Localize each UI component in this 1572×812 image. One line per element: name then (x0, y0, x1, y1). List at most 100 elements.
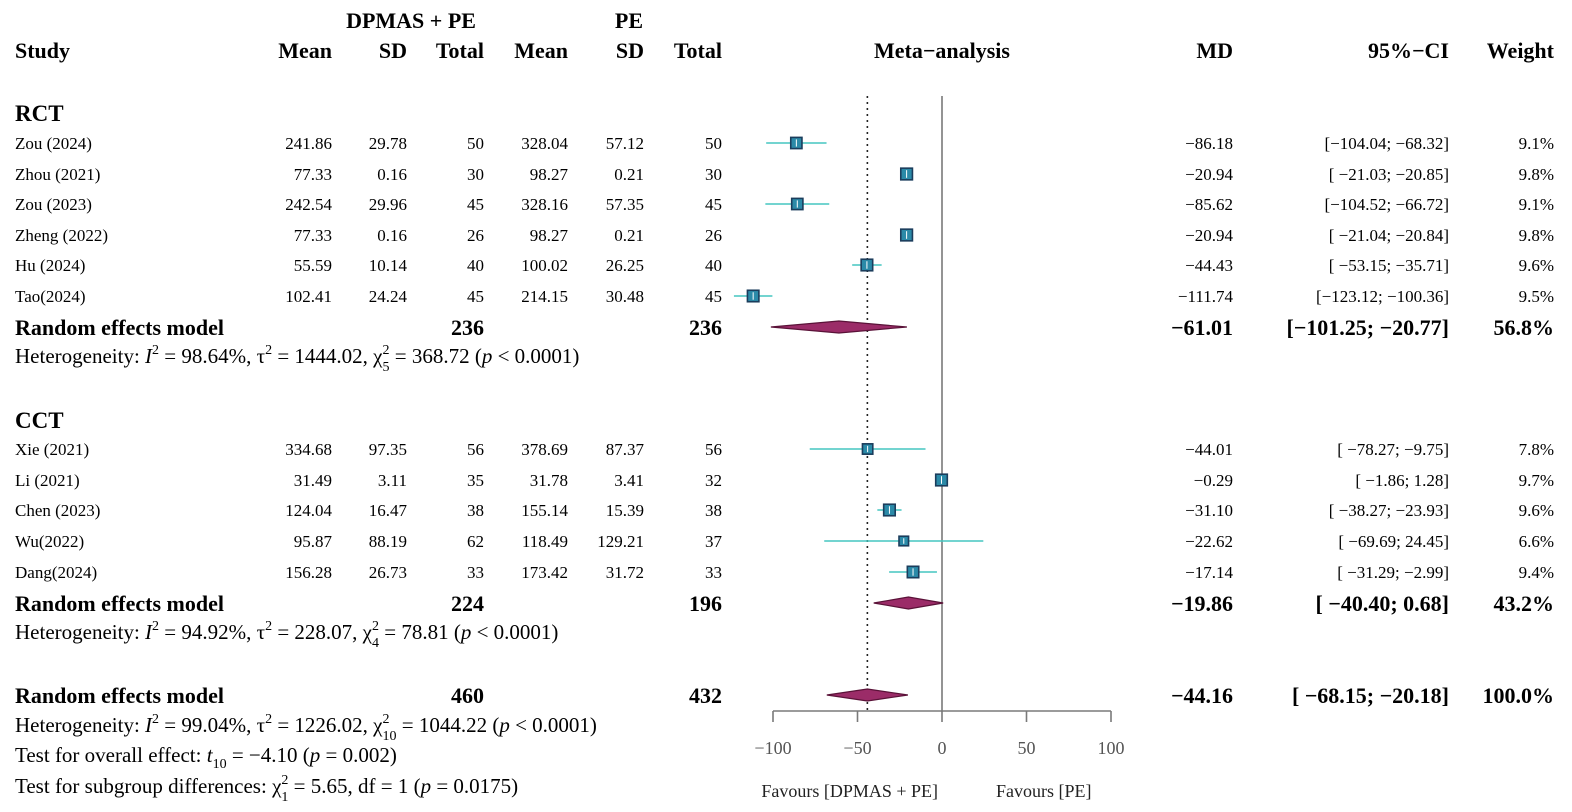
subgroup-heterogeneity: Heterogeneity: I2 = 98.64%, τ2 = 1444.02… (15, 343, 579, 375)
group2-header: PE (615, 8, 643, 33)
mean2-value: 378.69 (521, 440, 568, 459)
weight-value: 9.7% (1519, 471, 1554, 490)
mean1-value: 95.87 (294, 532, 333, 551)
study-name: Tao(2024) (15, 287, 86, 306)
favours-right-label: Favours [PE] (996, 781, 1092, 801)
x-tick-label: −50 (843, 738, 871, 758)
mean2-value: 155.14 (521, 501, 568, 520)
total2-value: 32 (705, 471, 722, 490)
total2-header: Total (674, 38, 722, 63)
mean1-value: 55.59 (294, 256, 332, 275)
overall-model-diamond (826, 688, 908, 702)
study-name: Dang(2024) (15, 563, 97, 582)
sd1-value: 10.14 (369, 256, 408, 275)
sd2-value: 129.21 (597, 532, 644, 551)
md-value: −0.29 (1194, 471, 1233, 490)
sd2-value: 87.37 (606, 440, 645, 459)
mean2-value: 100.02 (521, 256, 568, 275)
total1-header: Total (436, 38, 484, 63)
subgroup-title: RCT (15, 101, 64, 126)
mean2-value: 31.78 (530, 471, 568, 490)
subgroup-heterogeneity: Heterogeneity: I2 = 94.92%, τ2 = 228.07,… (15, 619, 558, 651)
ci-value: [−104.52; −66.72] (1325, 195, 1449, 214)
overall-model-total2: 432 (689, 683, 722, 708)
mean2-header: Mean (514, 38, 568, 63)
total1-value: 56 (467, 440, 484, 459)
subgroup-model-md: −61.01 (1171, 315, 1233, 340)
sd1-value: 3.11 (378, 471, 407, 490)
subgroup-model-weight: 56.8% (1494, 315, 1555, 340)
weight-value: 9.5% (1519, 287, 1554, 306)
sd1-value: 29.78 (369, 134, 407, 153)
overall-model-md: −44.16 (1171, 683, 1233, 708)
x-tick-label: 50 (1018, 738, 1036, 758)
sd2-value: 3.41 (614, 471, 644, 490)
subgroup-model-total1: 224 (451, 591, 484, 616)
sd1-value: 16.47 (369, 501, 408, 520)
md-value: −86.18 (1185, 134, 1233, 153)
x-tick-label: 0 (938, 738, 947, 758)
total2-value: 38 (705, 501, 722, 520)
x-tick-label: 100 (1098, 738, 1125, 758)
sd1-value: 0.16 (377, 165, 407, 184)
mean1-header: Mean (278, 38, 332, 63)
subgroup-model-label: Random effects model (15, 315, 224, 340)
sd2-value: 15.39 (606, 501, 644, 520)
mean1-value: 156.28 (285, 563, 332, 582)
sd2-header: SD (616, 38, 644, 63)
md-value: −44.01 (1185, 440, 1233, 459)
subgroup-model-total1: 236 (451, 315, 484, 340)
x-tick-label: −100 (754, 738, 791, 758)
overall-model-total1: 460 (451, 683, 484, 708)
sd2-value: 0.21 (614, 226, 644, 245)
md-value: −31.10 (1185, 501, 1233, 520)
group1-header: DPMAS + PE (346, 8, 476, 33)
md-value: −17.14 (1185, 563, 1233, 582)
sd2-value: 30.48 (606, 287, 644, 306)
mean2-value: 328.04 (521, 134, 568, 153)
overall-model-label: Random effects model (15, 683, 224, 708)
subgroup-difference-test: Test for subgroup differences: χ2 1 = 5.6… (15, 773, 518, 805)
mean1-value: 334.68 (285, 440, 332, 459)
overall-effect-test: Test for overall effect: t10 = −4.10 (p … (15, 743, 397, 772)
study-name: Zheng (2022) (15, 226, 108, 245)
sd2-value: 26.25 (606, 256, 644, 275)
subgroup-model-label: Random effects model (15, 591, 224, 616)
sd1-value: 97.35 (369, 440, 407, 459)
sd1-header: SD (379, 38, 407, 63)
sd2-value: 31.72 (606, 563, 644, 582)
md-value: −20.94 (1185, 165, 1233, 184)
total1-value: 45 (467, 195, 484, 214)
total2-value: 37 (705, 532, 723, 551)
total1-value: 26 (467, 226, 484, 245)
study-name: Li (2021) (15, 471, 80, 490)
total2-value: 40 (705, 256, 722, 275)
subgroup-model-weight: 43.2% (1494, 591, 1555, 616)
mean1-value: 31.49 (294, 471, 332, 490)
weight-value: 9.8% (1519, 226, 1554, 245)
ci-value: [ −31.29; −2.99] (1337, 563, 1449, 582)
total1-value: 30 (467, 165, 484, 184)
mean1-value: 77.33 (294, 165, 332, 184)
total1-value: 40 (467, 256, 484, 275)
sd2-value: 0.21 (614, 165, 644, 184)
mean2-value: 98.27 (530, 165, 569, 184)
chart-title: Meta−analysis (874, 38, 1010, 63)
overall-model-ci: [ −68.15; −20.18] (1292, 683, 1449, 708)
ci-value: [ −53.15; −35.71] (1329, 256, 1449, 275)
mean1-value: 242.54 (285, 195, 332, 214)
weight-value: 9.8% (1519, 165, 1554, 184)
md-value: −20.94 (1185, 226, 1233, 245)
mean1-value: 77.33 (294, 226, 332, 245)
weight-value: 7.8% (1519, 440, 1554, 459)
subgroup-model-total2: 196 (689, 591, 722, 616)
md-value: −85.62 (1185, 195, 1233, 214)
subgroup-title: CCT (15, 408, 64, 433)
total2-value: 33 (705, 563, 722, 582)
weight-header: Weight (1487, 38, 1555, 63)
total1-value: 38 (467, 501, 484, 520)
subgroup-model-ci: [−101.25; −20.77] (1286, 315, 1449, 340)
ci-value: [ −21.04; −20.84] (1329, 226, 1449, 245)
study-name: Wu(2022) (15, 532, 84, 551)
